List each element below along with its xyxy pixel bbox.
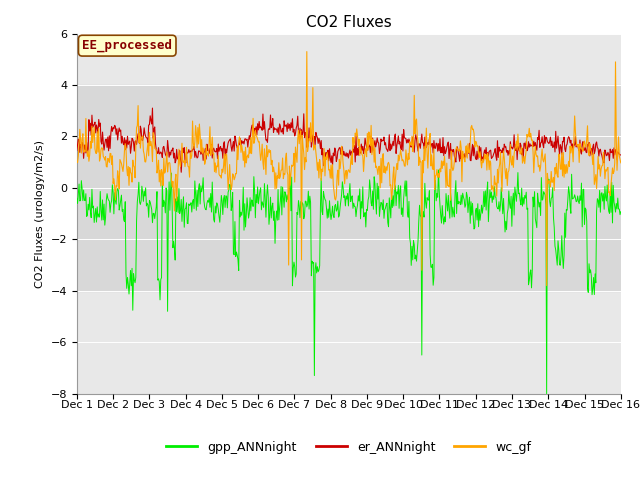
Title: CO2 Fluxes: CO2 Fluxes	[306, 15, 392, 30]
Y-axis label: CO2 Fluxes (urology/m2/s): CO2 Fluxes (urology/m2/s)	[35, 140, 45, 288]
Bar	[77, 85, 621, 291]
Legend: gpp_ANNnight, er_ANNnight, wc_gf: gpp_ANNnight, er_ANNnight, wc_gf	[161, 436, 536, 459]
Text: EE_processed: EE_processed	[82, 39, 172, 52]
